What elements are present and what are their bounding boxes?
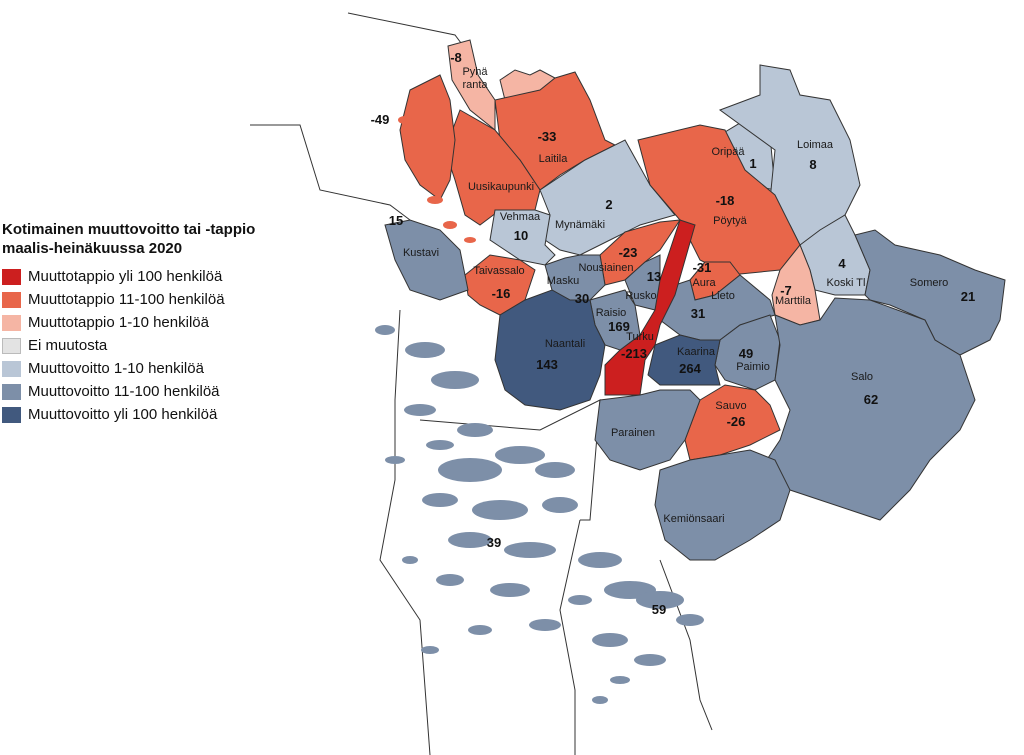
archipelago-islands	[375, 325, 704, 704]
legend-item: Muuttotappio yli 100 henkilöä	[2, 265, 302, 288]
municipality-value: 21	[961, 289, 975, 304]
legend-item: Muuttovoitto 1-10 henkilöä	[2, 357, 302, 380]
legend-items: Muuttotappio yli 100 henkilöä Muuttotappi…	[2, 265, 302, 426]
legend-swatch	[2, 314, 21, 331]
legend-label: Muuttotappio yli 100 henkilöä	[28, 268, 223, 285]
area-sauvo	[684, 384, 781, 461]
legend-title: Kotimainen muuttovoitto tai -tappio maal…	[2, 220, 302, 258]
municipality-value: -7	[780, 283, 792, 298]
municipality-areas	[384, 39, 1006, 561]
municipality-name: Paimio	[736, 361, 770, 373]
municipality-name: Kaarina	[677, 346, 716, 358]
municipality-value: -31	[693, 260, 712, 275]
municipality-name: Kemiönsaari	[663, 513, 724, 525]
area-kustavi	[384, 219, 469, 301]
municipality-value: -16	[492, 286, 511, 301]
municipality-name: Oripää	[711, 146, 745, 158]
legend-item: Muuttotappio 11-100 henkilöä	[2, 288, 302, 311]
municipality-name: Parainen	[611, 427, 655, 439]
area-somero	[854, 229, 1006, 356]
municipality-name: Pyhä ranta	[462, 66, 488, 91]
municipality-name: Turku	[626, 331, 654, 343]
municipality-value: 59	[652, 602, 666, 617]
municipality-name: Uusikaupunki	[468, 181, 534, 193]
area-nousiainen	[599, 219, 682, 286]
municipality-value: -23	[619, 245, 638, 260]
municipality-value: 31	[691, 306, 705, 321]
municipality-name: Salo	[851, 371, 873, 383]
municipality-name: Sauvo	[715, 400, 746, 412]
legend-label: Muuttovoitto 1-10 henkilöä	[28, 360, 204, 377]
legend-item: Muuttovoitto yli 100 henkilöä	[2, 403, 302, 426]
municipality-name: Naantali	[545, 338, 585, 350]
municipality-value: 4	[838, 256, 846, 271]
municipality-value: 143	[536, 357, 558, 372]
legend-title-line2: maalis-heinäkuussa 2020	[2, 240, 183, 257]
municipality-value: 10	[514, 228, 528, 243]
legend-label: Muuttovoitto 11-100 henkilöä	[28, 383, 220, 400]
municipality-name: Aura	[692, 277, 716, 289]
municipality-value: -26	[727, 414, 746, 429]
legend-title-line1: Kotimainen muuttovoitto tai -tappio	[2, 221, 256, 238]
area-salo	[759, 297, 976, 521]
municipality-value: 62	[864, 392, 878, 407]
legend-swatch	[2, 337, 21, 354]
municipality-value: 169	[608, 319, 630, 334]
area-kaarina	[647, 334, 721, 386]
legend-swatch	[2, 291, 21, 308]
municipality-value: -33	[538, 129, 557, 144]
legend-item: Muuttotappio 1-10 henkilöä	[2, 311, 302, 334]
municipality-name: Kustavi	[403, 247, 439, 259]
legend-swatch	[2, 406, 21, 423]
municipality-value: 49	[739, 346, 753, 361]
legend-label: Muuttotappio 1-10 henkilöä	[28, 314, 209, 331]
legend: Kotimainen muuttovoitto tai -tappio maal…	[2, 220, 302, 426]
municipality-value: -213	[621, 346, 647, 361]
legend-swatch	[2, 383, 21, 400]
legend-label: Muuttotappio 11-100 henkilöä	[28, 291, 225, 308]
municipality-value: 1	[749, 156, 756, 171]
municipality-name: Lieto	[711, 290, 735, 302]
legend-swatch	[2, 268, 21, 285]
map-labels: Pyhä ranta-8 -49 Laitila -33 Uusikaupunki Orip…	[371, 50, 976, 617]
municipality-value: 13	[647, 269, 661, 284]
legend-swatch	[2, 360, 21, 377]
municipality-value: -49	[371, 112, 390, 127]
area-turku	[604, 219, 696, 396]
municipality-name: Vehmaa	[500, 211, 541, 223]
legend-label: Muuttovoitto yli 100 henkilöä	[28, 406, 218, 423]
area-pyharanta	[447, 39, 496, 132]
municipality-name: Loimaa	[797, 139, 834, 151]
municipality-name: Taivassalo	[473, 265, 524, 277]
municipality-name: Laitila	[539, 153, 569, 165]
coastal-islets	[398, 90, 476, 243]
municipality-value: 2	[605, 197, 612, 212]
legend-item: Muuttovoitto 11-100 henkilöä	[2, 380, 302, 403]
municipality-name: Pöytyä	[713, 215, 748, 227]
municipality-value: 15	[389, 213, 403, 228]
municipality-name: Rusko	[625, 290, 656, 302]
municipality-name: Koski Tl	[827, 277, 866, 289]
area-coast-north	[399, 74, 456, 201]
municipality-value: 39	[487, 535, 501, 550]
municipality-name: Nousiainen	[578, 262, 633, 274]
municipality-name: Raisio	[596, 307, 627, 319]
municipality-value: 264	[679, 361, 701, 376]
legend-label: Ei muutosta	[28, 337, 108, 354]
legend-item: Ei muutosta	[2, 334, 302, 357]
area-parainen	[594, 389, 701, 471]
area-kemionsaari	[654, 449, 791, 561]
municipality-value: 8	[809, 157, 816, 172]
municipality-value: 30	[575, 291, 589, 306]
area-vehmaa	[489, 209, 556, 266]
municipality-name: Mynämäki	[555, 219, 605, 231]
municipality-name: Masku	[547, 275, 579, 287]
municipality-value: -8	[450, 50, 462, 65]
municipality-name: Marttila	[775, 295, 812, 307]
area-naantali	[494, 289, 606, 411]
municipality-name: Somero	[910, 277, 949, 289]
municipality-value: -18	[716, 193, 735, 208]
